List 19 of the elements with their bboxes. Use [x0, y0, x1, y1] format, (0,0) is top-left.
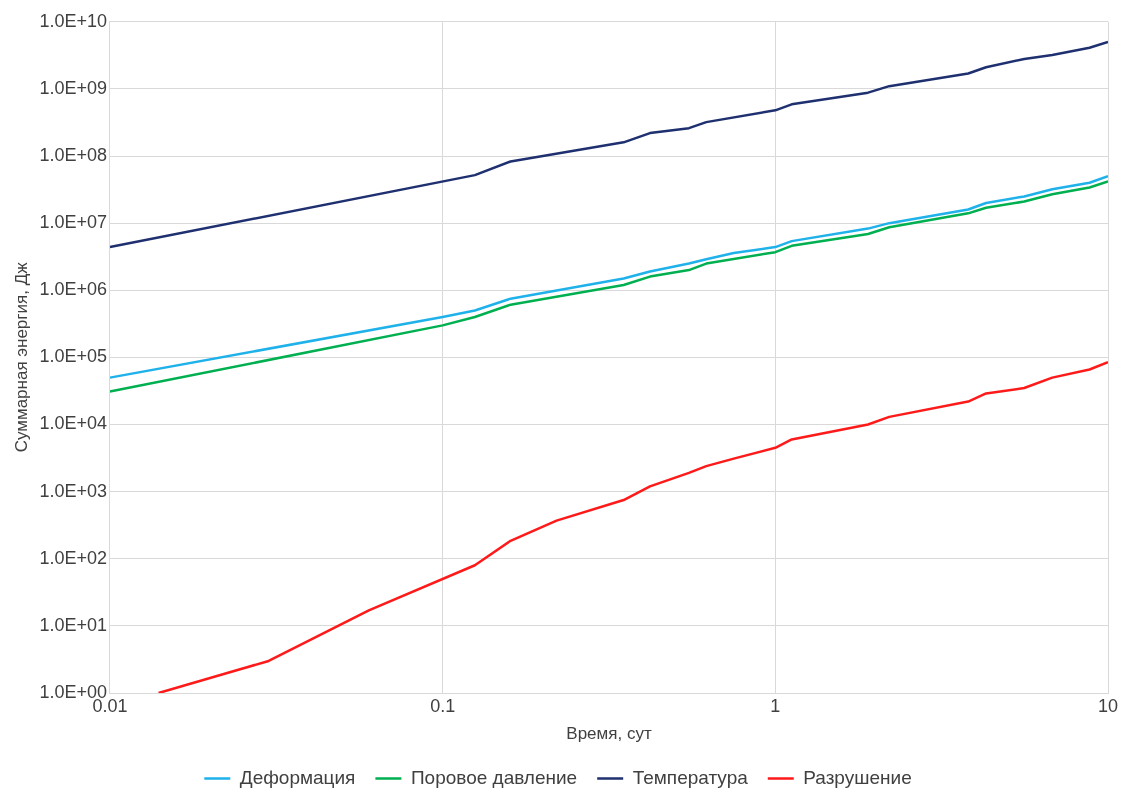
legend-label: Деформация	[239, 766, 356, 788]
legend-label: Температура	[632, 766, 749, 788]
y-axis-title: Суммарная энергия, Дж	[11, 261, 31, 453]
x-tick-label: 1	[770, 695, 781, 716]
y-tick-label: 1.0E+07	[39, 212, 107, 233]
legend-label: Поровое давление	[410, 766, 578, 788]
x-axis-title: Время, сут	[566, 724, 652, 744]
y-tick-label: 1.0E+10	[39, 10, 107, 31]
y-tick-label: 1.0E+05	[39, 346, 107, 367]
y-tick-label: 1.0E+04	[39, 413, 107, 434]
y-tick-label: 1.0E+01	[39, 614, 107, 635]
y-tick-label: 1.0E+02	[39, 547, 107, 568]
y-tick-label: 1.0E+08	[39, 145, 107, 166]
x-tick-label: 10	[1097, 695, 1119, 716]
x-tick-label: 0.1	[430, 695, 456, 716]
y-tick-label: 1.0E+09	[39, 77, 107, 98]
legend-label: Разрушение	[803, 766, 912, 788]
y-tick-label: 1.0E+03	[39, 480, 107, 501]
y-tick-label: 1.0E+06	[39, 279, 107, 300]
